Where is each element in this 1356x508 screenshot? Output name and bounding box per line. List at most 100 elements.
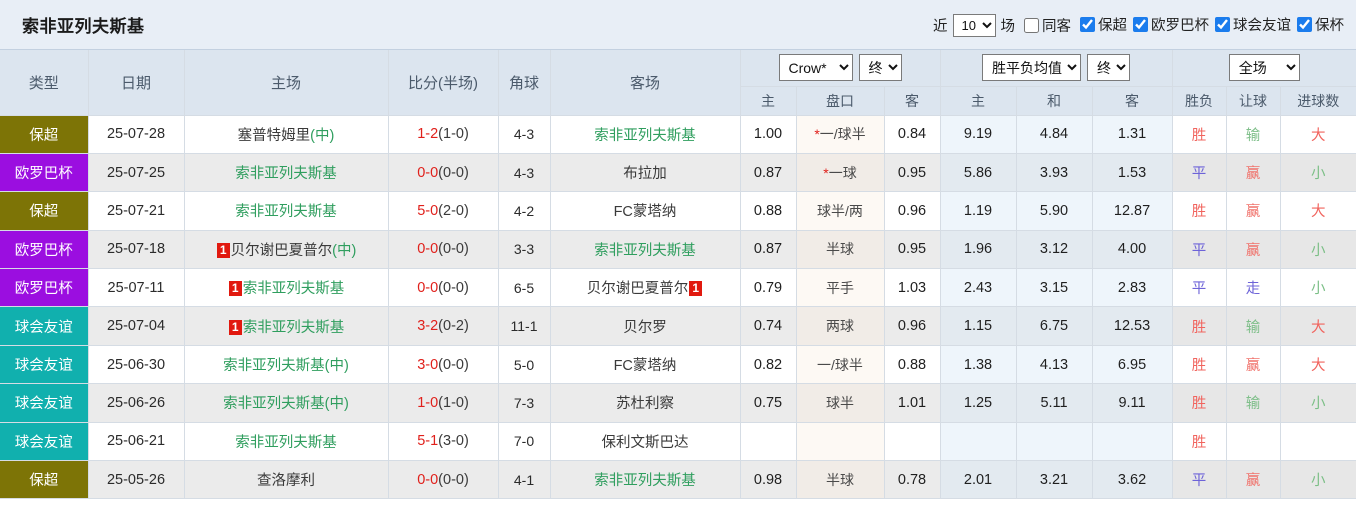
handicap-home-odds: 0.88	[740, 191, 797, 231]
home-team-cell[interactable]: 1 索非亚列夫斯基	[184, 306, 389, 346]
table-row[interactable]: 球会友谊 25-06-30 索非亚列夫斯基(中) 3-0(0-0) 5-0 FC蒙塔纳 0.…	[0, 345, 1356, 385]
odds-selectors: 胜平负均值欧赔亚盘 初终	[940, 50, 1173, 87]
away-team-cell[interactable]: 索非亚列夫斯基	[550, 230, 741, 270]
result-handicap: 输	[1226, 383, 1281, 423]
odds-stage-select[interactable]: 初终	[1087, 54, 1131, 82]
score-cell[interactable]: 0-0(0-0)	[388, 268, 499, 308]
corner-score: 5-0	[498, 345, 551, 385]
score-cell[interactable]: 5-1(3-0)	[388, 422, 499, 462]
table-row[interactable]: 保超 25-07-28 塞普特姆里(中) 1-2(1-0) 4-3 索非亚列夫斯基 1.00…	[0, 115, 1356, 154]
match-type-badge[interactable]: 欧罗巴杯	[0, 230, 89, 270]
match-type-badge[interactable]: 欧罗巴杯	[0, 153, 89, 193]
team-name: 索非亚列夫斯基	[594, 473, 696, 490]
match-date: 25-05-26	[88, 460, 185, 500]
away-team-cell[interactable]: 贝尔谢巴夏普尔 1	[550, 268, 741, 308]
handicap-home-odds: 0.87	[740, 230, 797, 270]
home-team-cell[interactable]: 1 索非亚列夫斯基	[184, 268, 389, 308]
result-goals: 小	[1280, 153, 1356, 193]
handicap-line: 球半/两	[796, 191, 885, 231]
home-team-cell[interactable]: 塞普特姆里(中)	[184, 115, 389, 154]
handicap-line: 一/球半	[796, 345, 885, 385]
subcol-result-win: 胜负	[1172, 86, 1227, 116]
table-row[interactable]: 球会友谊 25-06-26 索非亚列夫斯基(中) 1-0(1-0) 7-3 苏杜利察 0.7…	[0, 383, 1356, 423]
away-team-cell[interactable]: 索非亚列夫斯基	[550, 460, 741, 500]
odds-type-select[interactable]: 胜平负均值欧赔亚盘	[982, 54, 1082, 82]
red-card-badge: 1	[216, 242, 230, 258]
away-team-cell[interactable]: 保利文斯巴达	[550, 422, 741, 462]
col-away: 客场	[550, 50, 741, 116]
match-type-badge[interactable]: 保超	[0, 191, 89, 231]
handicap-line: *一球	[796, 153, 885, 193]
league-filter-1[interactable]: 欧罗巴杯	[1129, 14, 1211, 35]
score-cell[interactable]: 0-0(0-0)	[388, 460, 499, 500]
match-type-badge[interactable]: 欧罗巴杯	[0, 268, 89, 308]
league-filter-checkbox-1[interactable]	[1133, 17, 1148, 32]
corner-score: 7-0	[498, 422, 551, 462]
table-row[interactable]: 欧罗巴杯 25-07-11 1 索非亚列夫斯基 0-0(0-0) 6-5 贝尔谢巴夏普尔 1 0…	[0, 268, 1356, 308]
avg-odds-away: 6.95	[1092, 345, 1173, 385]
away-team-cell[interactable]: 苏杜利察	[550, 383, 741, 423]
handicap-away-odds: 1.01	[884, 383, 941, 423]
same-away-checkbox[interactable]	[1024, 17, 1039, 33]
result-win: 平	[1172, 460, 1227, 500]
red-card-badge: 1	[228, 319, 242, 335]
team-name: 苏杜利察	[616, 396, 674, 413]
handicap-stage-select[interactable]: 初终	[858, 54, 902, 82]
score-cell[interactable]: 5-0(2-0)	[388, 191, 499, 231]
home-team-cell[interactable]: 索非亚列夫斯基(中)	[184, 383, 389, 423]
score-cell[interactable]: 0-0(0-0)	[388, 230, 499, 270]
league-filter-checkbox-3[interactable]	[1297, 17, 1312, 32]
table-row[interactable]: 球会友谊 25-07-04 1 索非亚列夫斯基 3-2(0-2) 11-1 贝尔罗 0.74 两…	[0, 306, 1356, 346]
score-cell[interactable]: 1-2(1-0)	[388, 115, 499, 154]
match-type-badge[interactable]: 球会友谊	[0, 345, 89, 385]
team-name: 索非亚列夫斯基	[235, 166, 337, 183]
match-count-select[interactable]: 6102030	[952, 13, 996, 37]
odds-company-select[interactable]: Crow*Bet365易胜博立博	[778, 54, 853, 82]
league-filter-checkbox-0[interactable]	[1080, 17, 1095, 32]
neutral-venue-mark: (中)	[324, 396, 349, 413]
table-row[interactable]: 球会友谊 25-06-21 索非亚列夫斯基 5-1(3-0) 7-0 保利文斯巴达胜	[0, 422, 1356, 462]
table-row[interactable]: 欧罗巴杯 25-07-18 1 贝尔谢巴夏普尔(中) 0-0(0-0) 3-3 索非亚列夫斯…	[0, 230, 1356, 270]
result-handicap: 输	[1226, 306, 1281, 346]
table-row[interactable]: 保超 25-07-21 索非亚列夫斯基 5-0(2-0) 4-2 FC蒙塔纳 0.88 球半/…	[0, 191, 1356, 231]
table-row[interactable]: 保超 25-05-26 查洛摩利 0-0(0-0) 4-1 索非亚列夫斯基 0.98 半球 0.…	[0, 460, 1356, 500]
home-team-cell[interactable]: 索非亚列夫斯基	[184, 191, 389, 231]
table-row[interactable]: 欧罗巴杯 25-07-25 索非亚列夫斯基 0-0(0-0) 4-3 布拉加 0.87 *一球…	[0, 153, 1356, 193]
away-team-cell[interactable]: 贝尔罗	[550, 306, 741, 346]
league-filter-2[interactable]: 球会友谊	[1211, 14, 1293, 35]
score-cell[interactable]: 3-2(0-2)	[388, 306, 499, 346]
full-time-score: 0-0	[417, 241, 439, 258]
home-team-cell[interactable]: 索非亚列夫斯基	[184, 153, 389, 193]
same-away-checkbox-wrap[interactable]: 同客	[1020, 15, 1073, 36]
match-type-badge[interactable]: 球会友谊	[0, 422, 89, 462]
league-filter-0[interactable]: 保超	[1076, 14, 1129, 35]
neutral-venue-mark: (中)	[332, 242, 357, 259]
result-goals: 小	[1280, 383, 1356, 423]
match-type-badge[interactable]: 保超	[0, 460, 89, 500]
home-team-cell[interactable]: 1 贝尔谢巴夏普尔(中)	[184, 230, 389, 270]
result-handicap: 赢	[1226, 460, 1281, 500]
handicap-away-odds: 0.84	[884, 115, 941, 154]
away-team-cell[interactable]: 索非亚列夫斯基	[550, 115, 741, 154]
handicap-away-odds: 1.03	[884, 268, 941, 308]
match-type-badge[interactable]: 球会友谊	[0, 383, 89, 423]
result-handicap: 赢	[1226, 191, 1281, 231]
away-team-cell[interactable]: FC蒙塔纳	[550, 345, 741, 385]
match-date: 25-06-26	[88, 383, 185, 423]
team-name: 索非亚列夫斯基	[242, 319, 345, 336]
score-cell[interactable]: 1-0(1-0)	[388, 383, 499, 423]
home-team-cell[interactable]: 索非亚列夫斯基(中)	[184, 345, 389, 385]
league-filter-checkbox-2[interactable]	[1215, 17, 1230, 32]
match-scope-select[interactable]: 全场上半场下半场	[1228, 54, 1300, 82]
scope-selector: 全场上半场下半场	[1172, 50, 1356, 87]
home-team-cell[interactable]: 查洛摩利	[184, 460, 389, 500]
away-team-cell[interactable]: 布拉加	[550, 153, 741, 193]
score-cell[interactable]: 3-0(0-0)	[388, 345, 499, 385]
match-type-badge[interactable]: 球会友谊	[0, 306, 89, 346]
league-filter-3[interactable]: 保杯	[1293, 14, 1346, 35]
result-win: 胜	[1172, 383, 1227, 423]
home-team-cell[interactable]: 索非亚列夫斯基	[184, 422, 389, 462]
match-type-badge[interactable]: 保超	[0, 115, 89, 154]
score-cell[interactable]: 0-0(0-0)	[388, 153, 499, 193]
away-team-cell[interactable]: FC蒙塔纳	[550, 191, 741, 231]
